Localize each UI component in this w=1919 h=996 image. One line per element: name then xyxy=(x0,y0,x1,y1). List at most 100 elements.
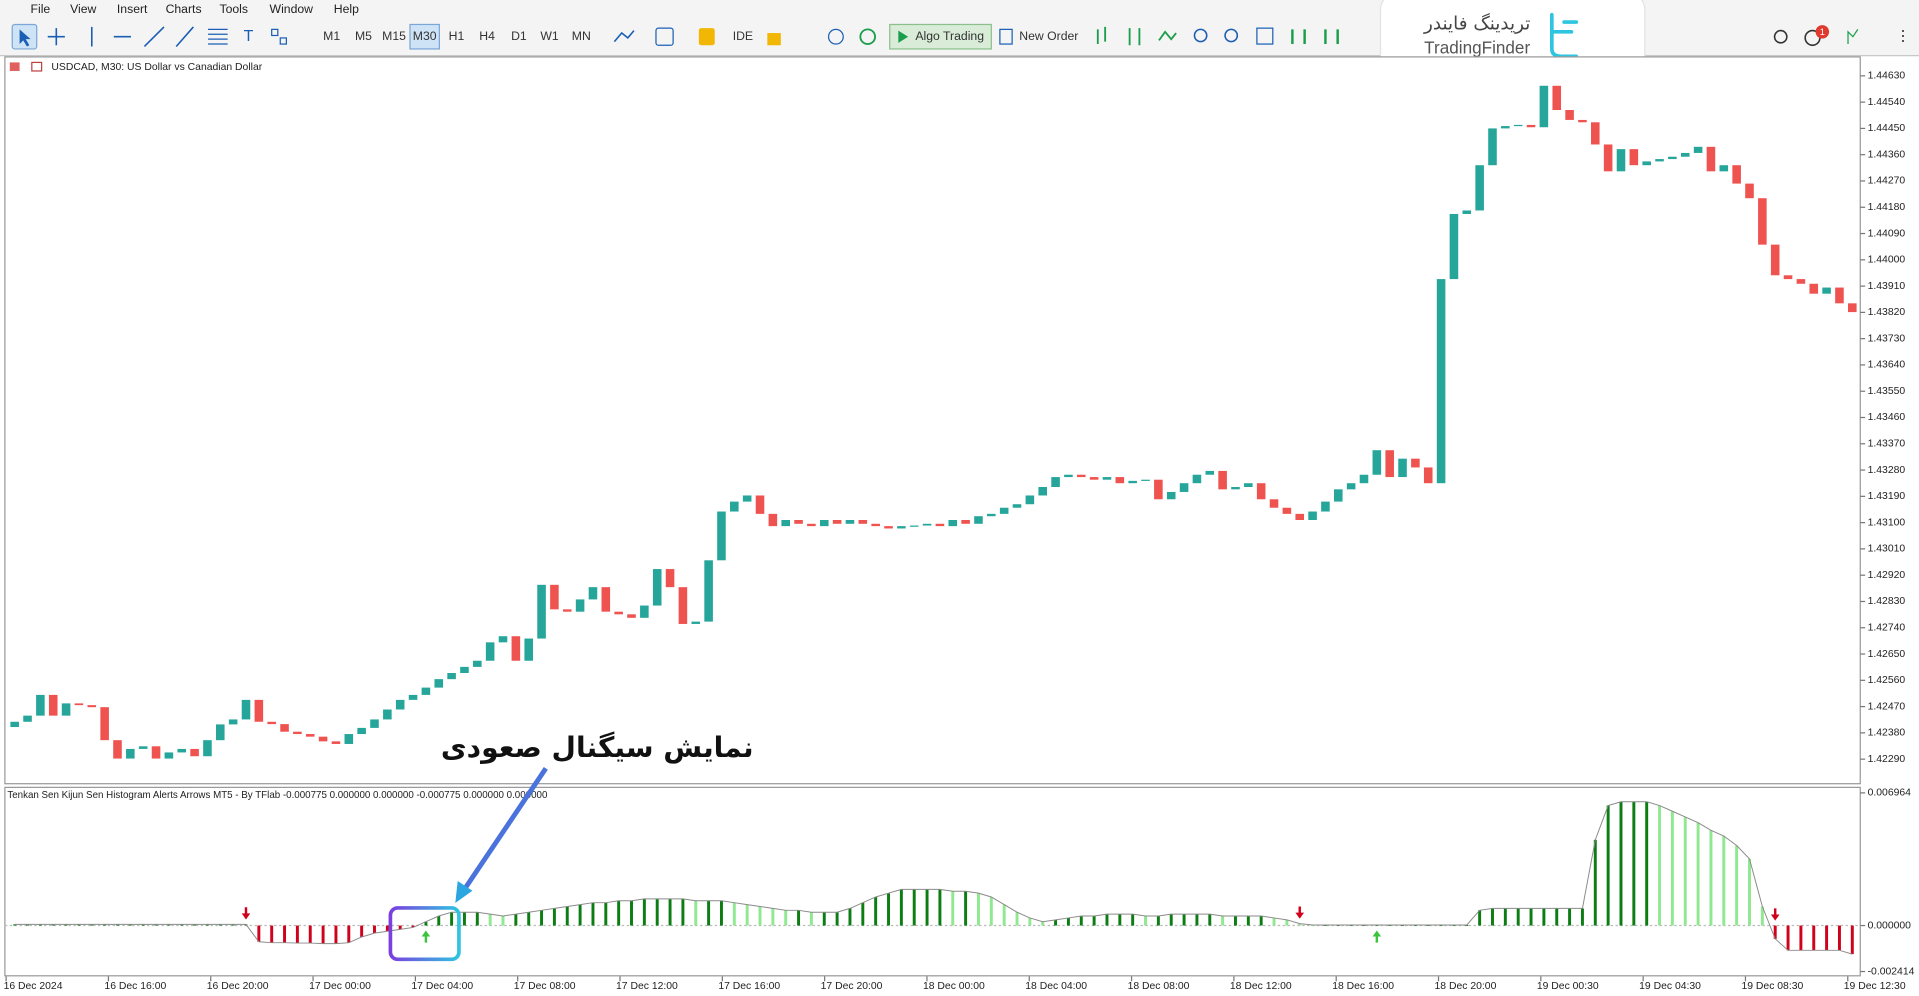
candle xyxy=(1115,477,1125,484)
menu-item[interactable]: Charts xyxy=(166,2,202,16)
candle xyxy=(1076,474,1086,478)
histogram-bar xyxy=(437,916,441,926)
search-icon[interactable] xyxy=(1773,29,1788,44)
histogram-bar xyxy=(1195,914,1199,926)
menu-icon[interactable]: ⋮ xyxy=(1896,29,1911,45)
menu-item[interactable]: Tools xyxy=(219,2,248,16)
y-tick-label: 1.43640 xyxy=(1868,360,1906,371)
candle xyxy=(113,740,122,759)
histogram-bar xyxy=(925,889,929,926)
timeframe-button[interactable]: H1 xyxy=(449,29,465,43)
candle xyxy=(1603,144,1613,172)
x-tick-label: 17 Dec 20:00 xyxy=(821,981,883,992)
histogram-bar xyxy=(1760,906,1764,926)
x-tick-label: 19 Dec 08:30 xyxy=(1741,981,1803,992)
candle xyxy=(1629,149,1639,166)
histogram-bar xyxy=(1773,925,1777,939)
histogram-bar xyxy=(1105,914,1109,926)
annotation-arrow xyxy=(463,767,548,890)
candle xyxy=(408,694,418,700)
candle xyxy=(1411,458,1420,468)
histogram-bar xyxy=(578,904,582,926)
chart-type-icons[interactable] xyxy=(1096,26,1177,46)
algo-trading-label[interactable]: Algo Trading xyxy=(915,29,984,43)
menu-item[interactable]: Help xyxy=(334,2,359,16)
candle xyxy=(485,642,495,661)
candle xyxy=(293,731,302,735)
histogram-bar xyxy=(1144,916,1147,926)
toolbar: T ⋮ M1 M5 M15 M30 H1 H4 D1 W1 MN xyxy=(11,23,1911,50)
timeframe-button[interactable]: M15 xyxy=(382,29,406,43)
histogram-bar xyxy=(1118,914,1122,926)
new-order-label[interactable]: New Order xyxy=(1019,29,1078,43)
menu-item[interactable]: View xyxy=(70,2,96,16)
menu-item[interactable]: Insert xyxy=(117,2,148,16)
menu-item[interactable]: Window xyxy=(270,2,314,16)
timeframe-button[interactable]: M30 xyxy=(413,29,437,43)
histogram-bar xyxy=(218,924,222,926)
timeframe-button[interactable]: H4 xyxy=(479,29,495,43)
tile-icon[interactable] xyxy=(1256,27,1274,45)
ide-label[interactable]: IDE xyxy=(733,29,753,43)
y-tick-label: 1.43910 xyxy=(1868,281,1906,292)
candle xyxy=(344,734,354,744)
new-order-icon[interactable] xyxy=(999,28,1013,45)
histogram-bar xyxy=(1670,811,1674,926)
candle xyxy=(961,519,970,524)
candle xyxy=(1578,119,1587,123)
fibo-tool[interactable] xyxy=(208,28,228,45)
histogram-bar xyxy=(540,910,544,926)
histogram-bar xyxy=(848,908,852,926)
drawing-tools[interactable] xyxy=(90,26,194,48)
candle xyxy=(241,699,251,720)
candle xyxy=(357,727,366,735)
timeframe-button[interactable]: W1 xyxy=(540,29,559,43)
cloud-icon[interactable] xyxy=(827,28,844,45)
candle xyxy=(1025,495,1035,505)
candle xyxy=(858,519,868,524)
stats-icon[interactable] xyxy=(1847,29,1859,45)
candle xyxy=(1256,483,1266,500)
histogram xyxy=(4,801,1861,955)
histogram-bar xyxy=(193,924,197,926)
timeframe-button[interactable]: M1 xyxy=(323,29,340,43)
candle xyxy=(614,611,623,615)
signals-icon[interactable] xyxy=(859,28,876,45)
y-tick-label: 1.42290 xyxy=(1868,754,1906,765)
candle xyxy=(845,519,855,524)
timeframe-button[interactable]: D1 xyxy=(511,29,527,43)
histogram-bar xyxy=(1491,908,1494,926)
x-tick-label: 17 Dec 12:00 xyxy=(616,981,678,992)
candle xyxy=(1398,458,1407,478)
candle xyxy=(1154,479,1163,500)
histogram-bar xyxy=(1516,908,1520,926)
menu-item[interactable]: File xyxy=(31,2,51,16)
indicators-icon[interactable] xyxy=(613,30,635,43)
y-tick-label: 1.43280 xyxy=(1868,465,1906,476)
candle xyxy=(807,523,816,527)
shapes-tool[interactable] xyxy=(271,28,279,37)
candle xyxy=(730,501,739,512)
zoom-in[interactable] xyxy=(1193,28,1208,43)
candle xyxy=(1102,477,1112,480)
histogram-bar xyxy=(205,924,209,926)
scroll-icons[interactable] xyxy=(1291,29,1339,45)
candle xyxy=(575,599,585,612)
crosshair-icon[interactable] xyxy=(47,28,65,46)
timeframe-button[interactable]: MN xyxy=(572,29,591,43)
candle xyxy=(395,699,405,710)
text-tool[interactable]: T xyxy=(244,28,254,45)
market-icon[interactable] xyxy=(698,28,715,46)
x-tick-label: 18 Dec 12:00 xyxy=(1230,981,1292,992)
candle xyxy=(177,748,187,753)
lock-icon[interactable] xyxy=(767,33,781,46)
candle xyxy=(1693,146,1703,153)
candle xyxy=(832,519,842,524)
timeframe-button[interactable]: M5 xyxy=(355,29,372,43)
histogram-bar xyxy=(861,902,865,926)
candle xyxy=(1282,507,1292,514)
annotation-text: نمایش سیگنال صعودی xyxy=(441,731,754,764)
templates-icon[interactable] xyxy=(655,27,674,46)
zoom-out[interactable] xyxy=(1224,28,1239,43)
